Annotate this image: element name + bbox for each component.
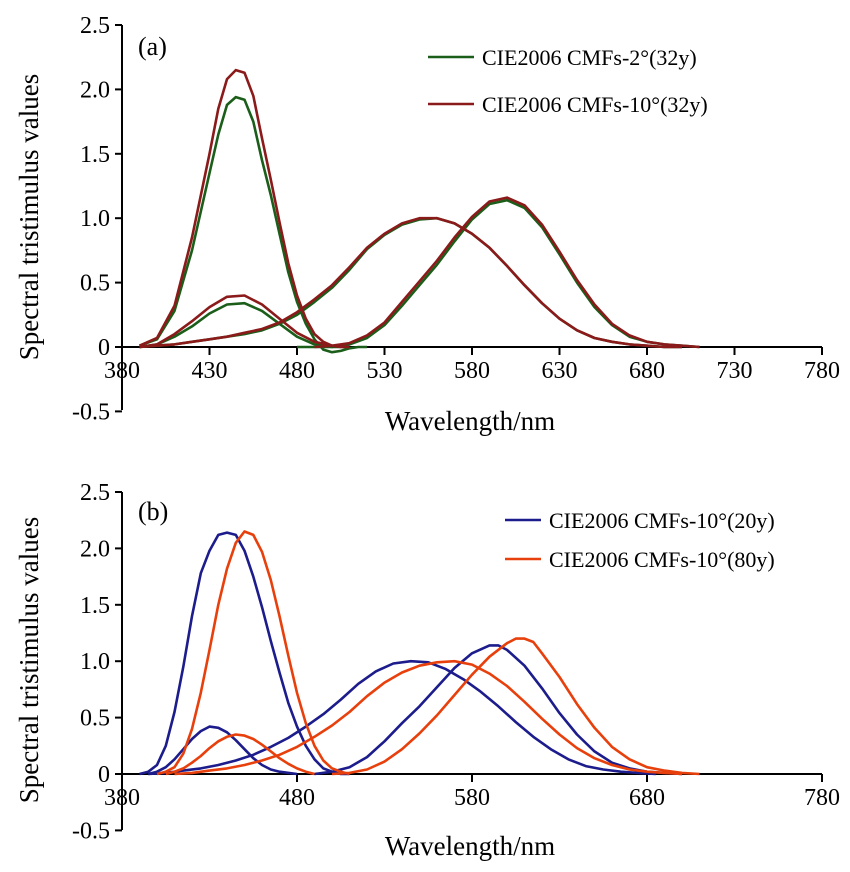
x-tick-label: 480	[279, 785, 315, 811]
x-tick-label: 380	[104, 785, 140, 811]
series-line-1-curve-2	[139, 301, 350, 349]
legend-entry: CIE2006 CMFs-2°(32y)	[482, 45, 697, 70]
y-tick-label: 0	[98, 762, 110, 788]
series-line-2-curve-1	[138, 68, 350, 349]
series-line-2-curve-2	[139, 294, 350, 349]
x-tick-label: 430	[192, 358, 228, 384]
series-line-2-curve-1	[156, 530, 350, 776]
y-axis-title: Spectral tristimulus values	[14, 74, 44, 360]
legend-entry: CIE2006 CMFs-10°(32y)	[482, 92, 708, 117]
series-line-1-curve-3	[148, 659, 656, 776]
series-line-2-curve-3	[139, 216, 682, 349]
chart-panel-a: -0.5 0 0.5 1.0 1.5 2.0 2.5 380 430 480 530 580 630 68…	[14, 13, 840, 436]
x-tick-label: 780	[804, 785, 840, 811]
series-line-1-curve-2	[147, 725, 298, 776]
x-tick-label: 680	[629, 358, 665, 384]
series-line-2-curve-3	[174, 659, 683, 776]
series-line-1-curve-1	[139, 531, 350, 776]
panel-label: (b)	[138, 497, 168, 526]
series-line-2-curve-4	[314, 196, 700, 349]
y-tick-label: 1.0	[80, 649, 110, 675]
x-tick-label: 480	[279, 358, 315, 384]
x-axis-title: Wavelength/nm	[385, 831, 555, 861]
x-tick-label: 530	[367, 358, 403, 384]
y-tick-label: -0.5	[72, 818, 110, 844]
y-tick-label: 2.5	[80, 13, 110, 39]
y-axis-title: Spectral tristimulus values	[14, 517, 44, 803]
x-tick-label: 780	[804, 358, 840, 384]
y-tick-label: -0.5	[72, 399, 110, 425]
series-line-1-curve-4	[314, 644, 683, 776]
y-tick-label: 2.0	[80, 77, 110, 103]
series-line-1-curve-3	[139, 216, 682, 349]
y-tick-label: 2.0	[80, 536, 110, 562]
y-tick-label: 2.5	[80, 480, 110, 506]
x-tick-label: 630	[542, 358, 578, 384]
y-tick-label: 1.0	[80, 206, 110, 232]
legend-entry: CIE2006 CMFs-10°(80y)	[549, 547, 775, 572]
x-tick-label: 680	[629, 785, 665, 811]
x-tick-label: 380	[104, 358, 140, 384]
y-tick-label: 0.5	[80, 706, 110, 732]
legend-entry: CIE2006 CMFs-10°(20y)	[549, 508, 775, 533]
x-axis-title: Wavelength/nm	[385, 406, 555, 436]
x-tick-label: 730	[717, 358, 753, 384]
series-line-2-curve-4	[331, 637, 700, 776]
y-tick-label: 1.5	[80, 593, 110, 619]
y-tick-label: 0	[98, 335, 110, 361]
x-tick-label: 580	[454, 785, 490, 811]
series-line-1-curve-1	[139, 95, 367, 354]
panel-label: (a)	[138, 32, 167, 61]
series-line-1-curve-4	[297, 198, 700, 349]
chart-panel-b: -0.5 0 0.5 1.0 1.5 2.0 2.5 380 480 580 680 780 Wavel…	[14, 480, 840, 861]
x-tick-label: 580	[454, 358, 490, 384]
series-line-2-curve-2	[165, 733, 315, 776]
y-tick-label: 0.5	[80, 271, 110, 297]
y-tick-label: 1.5	[80, 142, 110, 168]
